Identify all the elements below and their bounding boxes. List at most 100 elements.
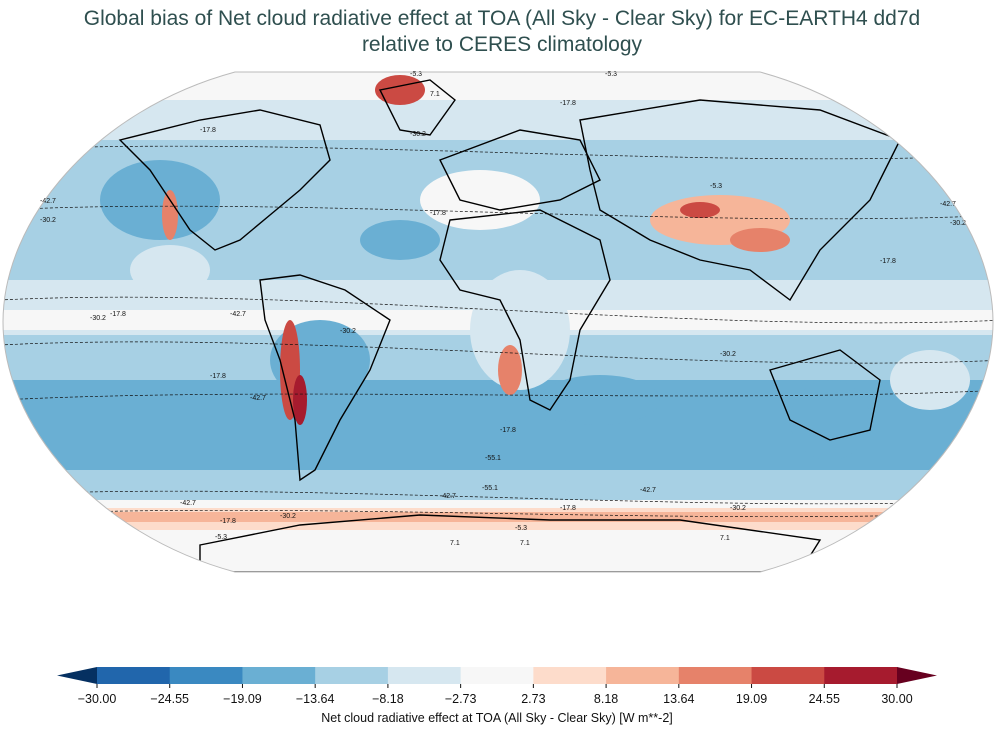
colorbar-segment [824, 667, 898, 684]
contour-line [3, 490, 993, 505]
contour-label: -30.2 [90, 315, 106, 322]
colorbar-segment [169, 667, 243, 684]
contour-line [3, 389, 993, 401]
colorbar-segment [315, 667, 389, 684]
colorbar-segment [242, 667, 316, 684]
contour-label: 7.1 [520, 540, 530, 547]
field-patch [360, 220, 440, 260]
colorbar-label: Net cloud radiative effect at TOA (All S… [321, 711, 673, 725]
contour-label: -5.3 [710, 183, 722, 190]
chart-title: Global bias of Net cloud radiative effec… [0, 6, 1004, 58]
coastline [579, 99, 901, 302]
contour-label: -17.8 [110, 311, 126, 318]
field-band [3, 72, 993, 100]
contour-label: -55.1 [485, 455, 501, 462]
contour-line [3, 341, 993, 364]
colorbar-segment [97, 667, 171, 684]
field-patch [162, 190, 178, 240]
coastline [199, 514, 822, 572]
colorbar-tick-label: −13.64 [296, 692, 335, 706]
contour-label: -5.3 [215, 534, 227, 541]
contour-label: -5.3 [605, 71, 617, 78]
colorbar-over-arrow [897, 667, 937, 684]
contour-label: -5.3 [410, 71, 422, 78]
coastline [259, 274, 391, 482]
colorbar-segment [678, 667, 753, 684]
contour-label: -30.2 [340, 328, 356, 335]
field-band [3, 512, 993, 522]
colorbar-segment [387, 667, 462, 684]
colorbar-tick-label: 13.64 [663, 692, 694, 706]
contour-line [3, 205, 993, 220]
colorbar-segment [460, 667, 534, 684]
contour-label: -17.8 [560, 505, 576, 512]
colorbar-tick-label: −8.18 [372, 692, 404, 706]
contour-label: -42.7 [250, 395, 266, 402]
field-patch [790, 380, 870, 460]
bias-field [3, 72, 993, 572]
colorbar-tick-label: 2.73 [521, 692, 545, 706]
colorbar-segment [751, 667, 825, 684]
contour-label: -30.2 [40, 217, 56, 224]
field-patch [375, 75, 425, 105]
field-patch [420, 170, 540, 230]
contour-label: -30.2 [280, 513, 296, 520]
field-band [3, 500, 993, 508]
field-patch [100, 160, 220, 240]
coastline [769, 349, 881, 441]
contour-label: -5.3 [515, 525, 527, 532]
colorbar-segment [533, 667, 607, 684]
contour-label: -17.8 [200, 127, 216, 134]
field-patch [890, 350, 970, 410]
colorbar-under-arrow [57, 667, 97, 684]
colorbar-tick-label: −24.55 [150, 692, 189, 706]
contour-label: -30.2 [730, 505, 746, 512]
coastlines [118, 79, 901, 572]
field-patch [470, 270, 570, 390]
contour-label: -30.2 [410, 131, 426, 138]
bias-map: -5.3 7.1 -5.3 -17.8 -30.2 -17.8 -42.7 -30.2 -42.… [2, 71, 994, 573]
contour-label: -17.8 [220, 518, 236, 525]
field-patch [730, 228, 790, 252]
contour-label: -17.8 [560, 100, 576, 107]
contour-line [3, 145, 993, 160]
coastline [439, 209, 611, 411]
colorbar-tick-label: −30.00 [78, 692, 117, 706]
colorbar-tick-label: 8.18 [594, 692, 618, 706]
field-patch [498, 345, 522, 395]
contour-label: -17.8 [500, 427, 516, 434]
colorbar-tick-label: −19.09 [223, 692, 262, 706]
contour-label: 7.1 [720, 535, 730, 542]
contour-label: -17.8 [430, 210, 446, 217]
contour-lines [3, 145, 993, 518]
contour-label: -42.7 [440, 493, 456, 500]
contour-line [3, 296, 993, 324]
colorbar-tick-label: 19.09 [736, 692, 767, 706]
contour-label: -17.8 [880, 258, 896, 265]
contour-label: -42.7 [40, 198, 56, 205]
contour-label: 7.1 [450, 540, 460, 547]
contour-label: -42.7 [230, 311, 246, 318]
contour-label: -55.1 [482, 485, 498, 492]
field-patch [293, 375, 307, 425]
title-line-1: Global bias of Net cloud radiative effec… [83, 7, 921, 30]
coastline [118, 109, 331, 251]
field-patch [130, 245, 210, 295]
contour-label: -30.2 [720, 351, 736, 358]
colorbar-tick-label: −2.73 [445, 692, 477, 706]
contour-label: 7.1 [430, 91, 440, 98]
map-border [2, 71, 994, 573]
contour-label: -42.7 [640, 487, 656, 494]
contour-label: -17.8 [210, 373, 226, 380]
coastline [378, 79, 456, 136]
field-patch [680, 202, 720, 218]
contour-labels: -5.3 7.1 -5.3 -17.8 -30.2 -17.8 -42.7 -30.2 -42.… [40, 71, 966, 547]
title-line-2: relative to CERES climatology [361, 33, 643, 56]
contour-line [3, 509, 993, 518]
colorbar-tick-label: 24.55 [809, 692, 840, 706]
field-band [3, 530, 993, 572]
field-band [3, 100, 993, 130]
colorbar-tick-label: 30.00 [881, 692, 912, 706]
coastline [439, 129, 601, 211]
contour-label: -42.7 [180, 500, 196, 507]
